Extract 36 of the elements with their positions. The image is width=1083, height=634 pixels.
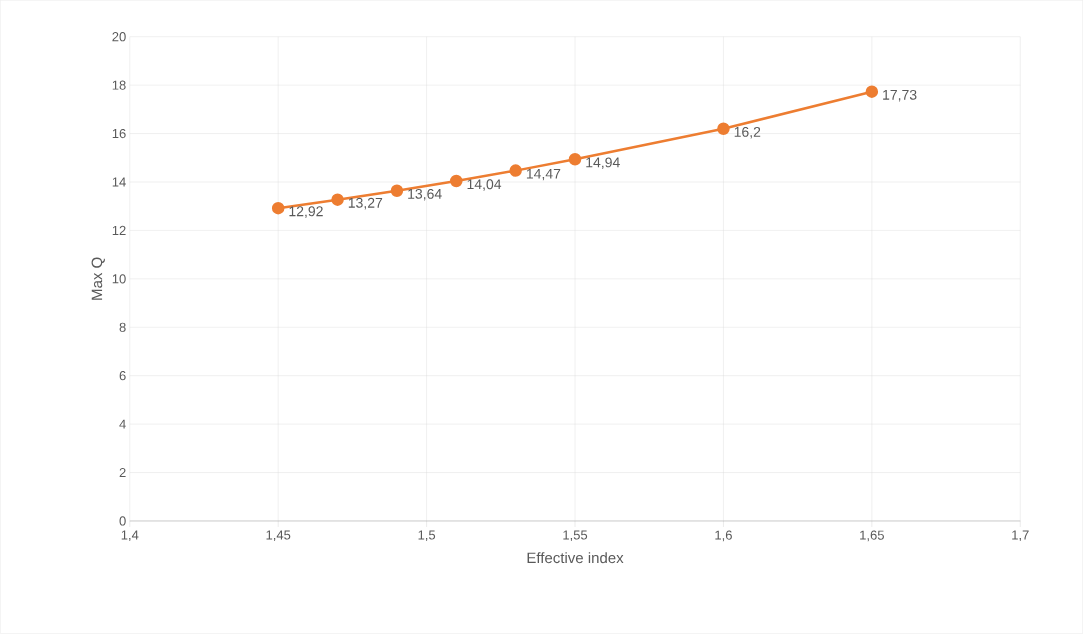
y-tick-label: 4 bbox=[119, 419, 126, 429]
y-tick-label: 14 bbox=[112, 177, 126, 187]
x-tick-label: 1,7 bbox=[1012, 530, 1029, 542]
y-tick-label: 0 bbox=[119, 516, 126, 526]
y-tick-label: 18 bbox=[112, 80, 126, 90]
data-label: 13,27 bbox=[348, 197, 383, 210]
x-tick-label: 1,55 bbox=[563, 530, 588, 542]
point bbox=[717, 122, 730, 136]
point bbox=[450, 174, 463, 188]
y-tick-label: 16 bbox=[112, 129, 126, 139]
data-label: 17,73 bbox=[883, 90, 917, 102]
y-tick-label: 12 bbox=[112, 225, 126, 236]
point bbox=[509, 164, 522, 177]
y-tick-label: 20 bbox=[112, 32, 126, 42]
x-tick-label: 1,45 bbox=[266, 530, 291, 542]
data-label: 14,04 bbox=[467, 179, 502, 191]
x-tick-label: 1,4 bbox=[121, 530, 139, 542]
x-axis-title: Effective index bbox=[527, 552, 624, 564]
point bbox=[271, 202, 285, 215]
point bbox=[390, 184, 404, 198]
y-tick-label: 6 bbox=[119, 371, 126, 381]
point bbox=[865, 85, 879, 99]
data-label: 16,2 bbox=[734, 127, 761, 139]
point bbox=[331, 193, 344, 207]
x-tick-label: 1,6 bbox=[715, 530, 732, 542]
y-tick-label: 8 bbox=[119, 322, 126, 332]
point bbox=[568, 153, 582, 166]
x-tick-label: 1,5 bbox=[418, 530, 436, 542]
data-label: 13,64 bbox=[408, 189, 442, 201]
x-tick-label: 1,65 bbox=[860, 530, 884, 542]
data-label: 14,47 bbox=[526, 169, 561, 181]
data-label: 14,94 bbox=[586, 157, 620, 170]
y-tick-label: 10 bbox=[112, 274, 126, 284]
y-axis-title: Max Q bbox=[91, 257, 105, 300]
y-tick-label: 2 bbox=[119, 468, 126, 478]
data-label: 12,92 bbox=[289, 206, 323, 219]
